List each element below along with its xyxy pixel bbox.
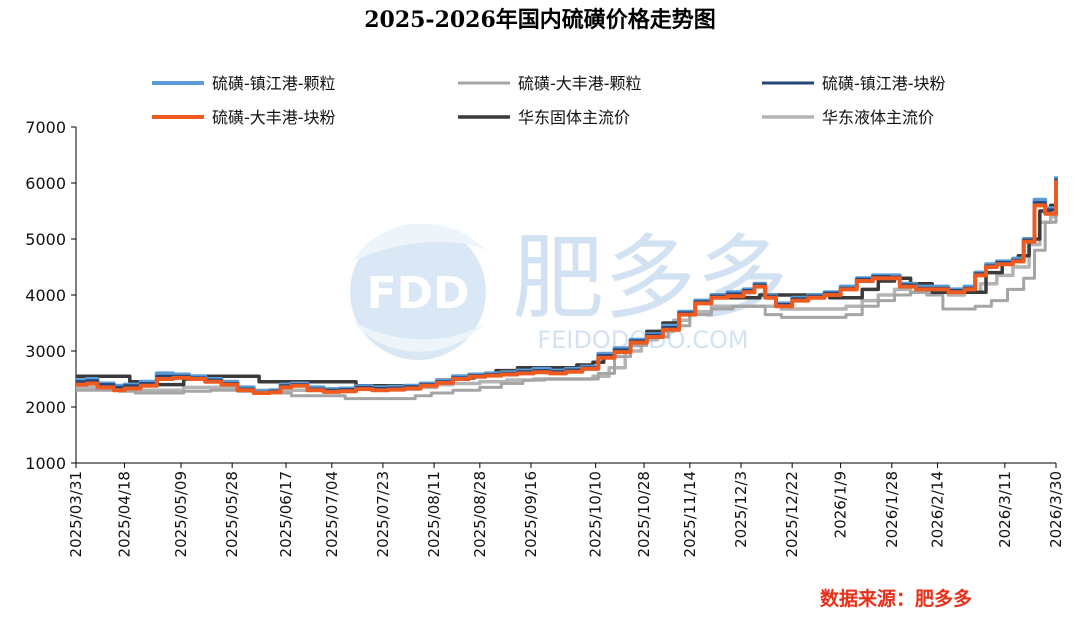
- x-tick-label: 2025/07/23: [374, 471, 392, 557]
- x-tick-label: 2025/10/10: [587, 471, 605, 557]
- series-line-3: [76, 180, 1058, 395]
- x-tick-label: 2025/05/09: [172, 471, 190, 557]
- x-tick-label: 2026/3/11: [996, 471, 1014, 548]
- axes: 1000 2000 3000 4000 5000 6000 7000 2025/03/31 20…: [25, 118, 1065, 557]
- x-tick-label: 2025/07/04: [323, 471, 341, 557]
- watermark-logo-circle: [350, 224, 486, 360]
- x-tick-label: 2026/1/28: [883, 471, 901, 548]
- x-tick-label: 2025/08/28: [471, 471, 489, 557]
- x-tick-label: 2025/12/3: [732, 471, 750, 548]
- x-tick-label: 2026/2/14: [929, 471, 947, 548]
- x-tick-label: 2025/12/22: [783, 471, 801, 557]
- x-tick-label: 2025/08/11: [425, 471, 443, 557]
- legend-label: 硫磺-大丰港-颗粒: [518, 74, 642, 93]
- y-tick-label: 2000: [25, 398, 66, 417]
- chart-title: 2025-2026年国内硫磺价格走势图: [364, 7, 716, 33]
- y-tick-label: 1000: [25, 454, 66, 473]
- y-tick-label: 7000: [25, 118, 66, 137]
- x-tick-label: 2025/05/28: [223, 471, 241, 557]
- legend-label: 华东液体主流价: [822, 108, 934, 127]
- y-tick-label: 6000: [25, 174, 66, 193]
- y-tick-label: 3000: [25, 342, 66, 361]
- x-tick-label: 2025/04/18: [115, 471, 133, 557]
- y-tick-label: 4000: [25, 286, 66, 305]
- x-tick-label: 2025/11/14: [681, 471, 699, 557]
- x-tick-label: 2026/1/9: [832, 471, 850, 538]
- legend-label: 硫磺-镇江港-颗粒: [212, 74, 336, 93]
- watermark: FDD 肥多多 FEIDODODO.COM: [350, 223, 788, 360]
- legend-label: 硫磺-镇江港-块粉: [822, 74, 946, 93]
- x-tick-label: 2025/10/28: [635, 471, 653, 557]
- x-tick-label: 2025/06/17: [277, 471, 295, 557]
- x-tick-label: 2025/09/16: [522, 471, 540, 557]
- x-tick-label: 2026/3/30: [1047, 471, 1065, 548]
- series-layer: [76, 176, 1058, 401]
- watermark-leaf-top: [352, 223, 486, 262]
- watermark-logo-text: FDD: [366, 268, 469, 319]
- y-tick-label: 5000: [25, 230, 66, 249]
- legend-label: 华东固体主流价: [518, 108, 630, 127]
- watermark-leaf-bottom: [352, 320, 486, 352]
- watermark-brand-text: 肥多多: [512, 225, 788, 332]
- x-tick-label: 2025/03/31: [67, 471, 85, 557]
- legend-label: 硫磺-大丰港-块粉: [212, 108, 336, 127]
- source-note: 数据来源：肥多多: [819, 588, 972, 610]
